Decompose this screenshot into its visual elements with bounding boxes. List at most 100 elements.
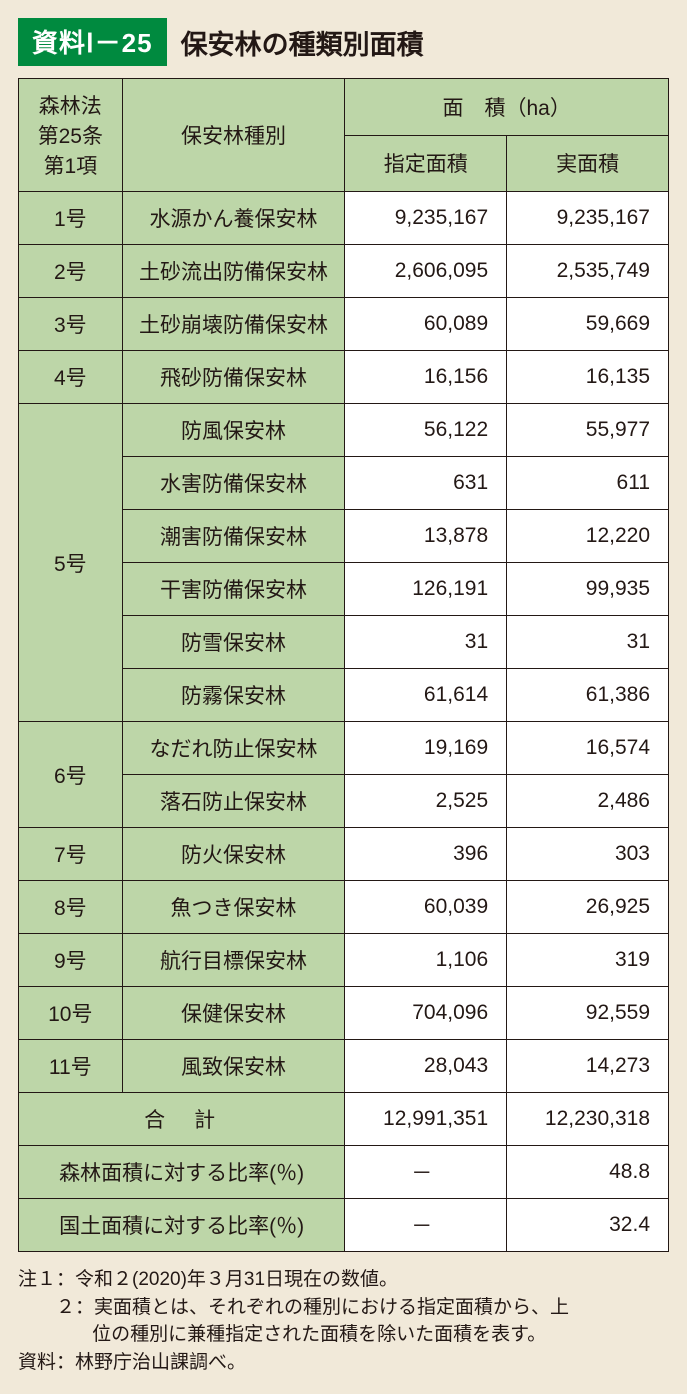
cell-law: 3号 [19,298,123,351]
summary-label: 合 計 [19,1093,345,1146]
cell-actual: 14,273 [507,1040,669,1093]
cell-type: 干害防備保安林 [122,563,345,616]
cell-law: 4号 [19,351,123,404]
cell-actual: 55,977 [507,404,669,457]
table-row: 6号なだれ防止保安林19,16916,574 [19,722,669,775]
cell-type: 防火保安林 [122,828,345,881]
table-row: 4号飛砂防備保安林16,15616,135 [19,351,669,404]
cell-designated: 60,089 [345,298,507,351]
cell-law: 5号 [19,404,123,722]
table-row: 8号魚つき保安林60,03926,925 [19,881,669,934]
cell-type: 落石防止保安林 [122,775,345,828]
header-designated: 指定面積 [345,135,507,192]
cell-designated: 28,043 [345,1040,507,1093]
summary-row: 国土面積に対する比率(％)－32.4 [19,1199,669,1252]
table-row: 1号水源かん養保安林9,235,1679,235,167 [19,192,669,245]
header-type: 保安林種別 [122,79,345,192]
cell-designated: 1,106 [345,934,507,987]
cell-type: 保健保安林 [122,987,345,1040]
table-row: 9号航行目標保安林1,106319 [19,934,669,987]
cell-actual: 611 [507,457,669,510]
document-badge: 資料Ⅰ－25 [18,18,167,66]
note-source: 資料：林野庁治山課調べ。 [18,1349,669,1377]
cell-designated: 631 [345,457,507,510]
cell-designated: 2,606,095 [345,245,507,298]
cell-type: 防雪保安林 [122,616,345,669]
note-2-line-1: ２：実面積とは、それぞれの種別における指定面積から、上 [18,1294,669,1322]
cell-type: 水害防備保安林 [122,457,345,510]
cell-actual: 2,486 [507,775,669,828]
summary-actual: 12,230,318 [507,1093,669,1146]
cell-designated: 2,525 [345,775,507,828]
cell-law: 6号 [19,722,123,828]
cell-type: なだれ防止保安林 [122,722,345,775]
table-header: 森林法 第25条 第1項 保安林種別 面 積（ha） 指定面積 実面積 [19,79,669,192]
cell-designated: 704,096 [345,987,507,1040]
cell-actual: 319 [507,934,669,987]
header-actual: 実面積 [507,135,669,192]
cell-designated: 56,122 [345,404,507,457]
note-2-line-2: 位の種別に兼種指定された面積を除いた面積を表す。 [18,1321,669,1349]
cell-actual: 61,386 [507,669,669,722]
cell-law: 1号 [19,192,123,245]
cell-type: 飛砂防備保安林 [122,351,345,404]
cell-law: 2号 [19,245,123,298]
cell-actual: 16,574 [507,722,669,775]
header-law: 森林法 第25条 第1項 [19,79,123,192]
summary-actual: 48.8 [507,1146,669,1199]
cell-actual: 303 [507,828,669,881]
cell-law: 11号 [19,1040,123,1093]
cell-type: 潮害防備保安林 [122,510,345,563]
cell-actual: 99,935 [507,563,669,616]
cell-designated: 60,039 [345,881,507,934]
summary-designated: － [345,1199,507,1252]
cell-designated: 16,156 [345,351,507,404]
table-row: 5号防風保安林56,12255,977 [19,404,669,457]
cell-designated: 396 [345,828,507,881]
cell-actual: 59,669 [507,298,669,351]
cell-type: 魚つき保安林 [122,881,345,934]
table-row: 3号土砂崩壊防備保安林60,08959,669 [19,298,669,351]
table-row: 11号風致保安林28,04314,273 [19,1040,669,1093]
header-area-group: 面 積（ha） [345,79,669,136]
table-body: 1号水源かん養保安林9,235,1679,235,1672号土砂流出防備保安林2… [19,192,669,1252]
cell-actual: 26,925 [507,881,669,934]
cell-type: 風致保安林 [122,1040,345,1093]
cell-law: 9号 [19,934,123,987]
cell-type: 防風保安林 [122,404,345,457]
cell-actual: 31 [507,616,669,669]
cell-actual: 12,220 [507,510,669,563]
table-row: 2号土砂流出防備保安林2,606,0952,535,749 [19,245,669,298]
table-row: 10号保健保安林704,09692,559 [19,987,669,1040]
summary-row: 合 計12,991,35112,230,318 [19,1093,669,1146]
summary-label: 国土面積に対する比率(％) [19,1199,345,1252]
table-row: 7号防火保安林396303 [19,828,669,881]
cell-designated: 61,614 [345,669,507,722]
cell-designated: 31 [345,616,507,669]
summary-row: 森林面積に対する比率(％)－48.8 [19,1146,669,1199]
cell-actual: 2,535,749 [507,245,669,298]
cell-type: 土砂流出防備保安林 [122,245,345,298]
cell-type: 水源かん養保安林 [122,192,345,245]
summary-designated: 12,991,351 [345,1093,507,1146]
cell-actual: 16,135 [507,351,669,404]
note-1: 注１：令和２(2020)年３月31日現在の数値。 [18,1266,669,1294]
cell-type: 防霧保安林 [122,669,345,722]
cell-law: 10号 [19,987,123,1040]
title-row: 資料Ⅰ－25 保安林の種類別面積 [18,18,669,66]
forest-area-table: 森林法 第25条 第1項 保安林種別 面 積（ha） 指定面積 実面積 1号水源… [18,78,669,1252]
cell-designated: 9,235,167 [345,192,507,245]
cell-designated: 19,169 [345,722,507,775]
summary-label: 森林面積に対する比率(％) [19,1146,345,1199]
document-title: 保安林の種類別面積 [181,23,424,62]
cell-type: 土砂崩壊防備保安林 [122,298,345,351]
cell-actual: 92,559 [507,987,669,1040]
table-notes: 注１：令和２(2020)年３月31日現在の数値。 ２：実面積とは、それぞれの種別… [18,1266,669,1376]
cell-designated: 13,878 [345,510,507,563]
cell-type: 航行目標保安林 [122,934,345,987]
cell-law: 7号 [19,828,123,881]
cell-actual: 9,235,167 [507,192,669,245]
summary-actual: 32.4 [507,1199,669,1252]
summary-designated: － [345,1146,507,1199]
cell-designated: 126,191 [345,563,507,616]
